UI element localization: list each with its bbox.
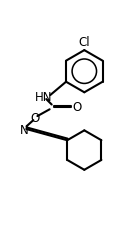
Text: HN: HN [35,90,52,104]
Text: O: O [31,111,40,124]
Text: O: O [73,101,82,114]
Text: N: N [19,123,28,136]
Text: Cl: Cl [78,36,90,48]
